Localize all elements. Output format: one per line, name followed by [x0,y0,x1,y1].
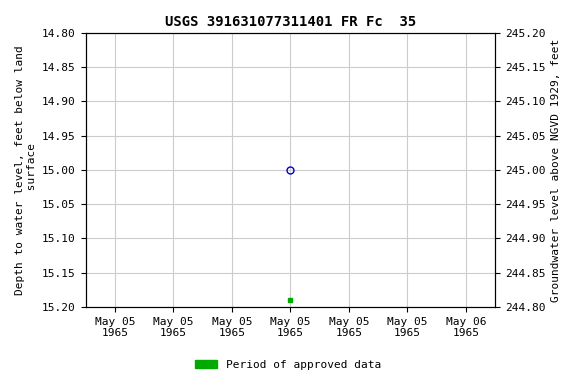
Y-axis label: Depth to water level, feet below land
 surface: Depth to water level, feet below land su… [15,45,37,295]
Y-axis label: Groundwater level above NGVD 1929, feet: Groundwater level above NGVD 1929, feet [551,38,561,301]
Legend: Period of approved data: Period of approved data [191,356,385,375]
Title: USGS 391631077311401 FR Fc  35: USGS 391631077311401 FR Fc 35 [165,15,416,29]
